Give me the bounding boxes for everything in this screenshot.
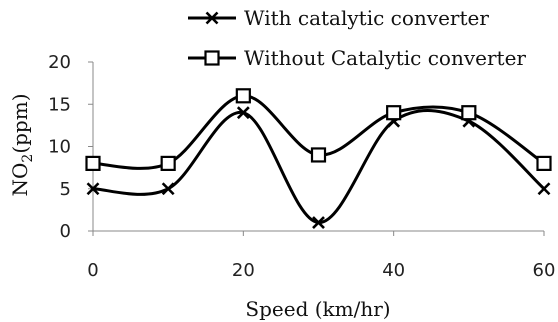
data-point: [386, 105, 402, 121]
axes: [92, 62, 544, 232]
y-tick-label: 10: [48, 137, 71, 158]
y-axis-title-unit: (ppm): [8, 93, 32, 153]
legend: With catalytic converter Without Catalyti…: [188, 6, 526, 70]
legend-item: Without Catalytic converter: [188, 46, 526, 70]
data-point: [310, 147, 327, 163]
marker-stroke: [205, 11, 219, 25]
x-tick-label: 20: [232, 260, 255, 281]
legend-marker: [205, 11, 219, 25]
data-point: [160, 155, 176, 171]
y-tick-label: 0: [60, 221, 71, 242]
x-tick-labels: 0 20 40 60: [87, 231, 555, 281]
data-point: [235, 88, 251, 104]
y-tick-label: 20: [48, 52, 71, 73]
marker-stroke: [86, 182, 100, 196]
data-point: [85, 155, 101, 171]
series-layer: [85, 88, 552, 229]
x-tick-label: 0: [87, 260, 98, 281]
data-point: [536, 155, 552, 171]
marker-stroke: [537, 182, 551, 196]
x-tick-label: 40: [382, 260, 405, 281]
y-axis-title-main: NO: [8, 163, 32, 197]
y-axis-title: NO2(ppm): [8, 93, 36, 196]
legend-marker: [204, 50, 220, 66]
legend-item: With catalytic converter: [188, 6, 489, 30]
legend-label: Without Catalytic converter: [244, 46, 526, 70]
legend-label: With catalytic converter: [244, 6, 489, 30]
y-tick-label: 15: [48, 94, 71, 115]
y-axis-title-sub: 2: [20, 154, 36, 163]
marker-stroke: [312, 216, 325, 229]
x-tick-label: 60: [533, 260, 556, 281]
data-point: [537, 182, 551, 196]
y-tick-labels: 0 5 10 15 20: [48, 52, 93, 242]
x-axis-title: Speed (km/hr): [245, 297, 390, 321]
data-point: [161, 182, 175, 196]
data-point: [312, 216, 325, 229]
data-point: [86, 182, 100, 196]
data-point: [236, 106, 250, 120]
data-point: [461, 105, 477, 121]
y-tick-label: 5: [60, 179, 71, 200]
marker-stroke: [161, 182, 175, 196]
marker-stroke: [236, 106, 250, 120]
series-with-catalytic-converter: [86, 106, 551, 229]
series-without-catalytic-converter: [85, 88, 552, 171]
